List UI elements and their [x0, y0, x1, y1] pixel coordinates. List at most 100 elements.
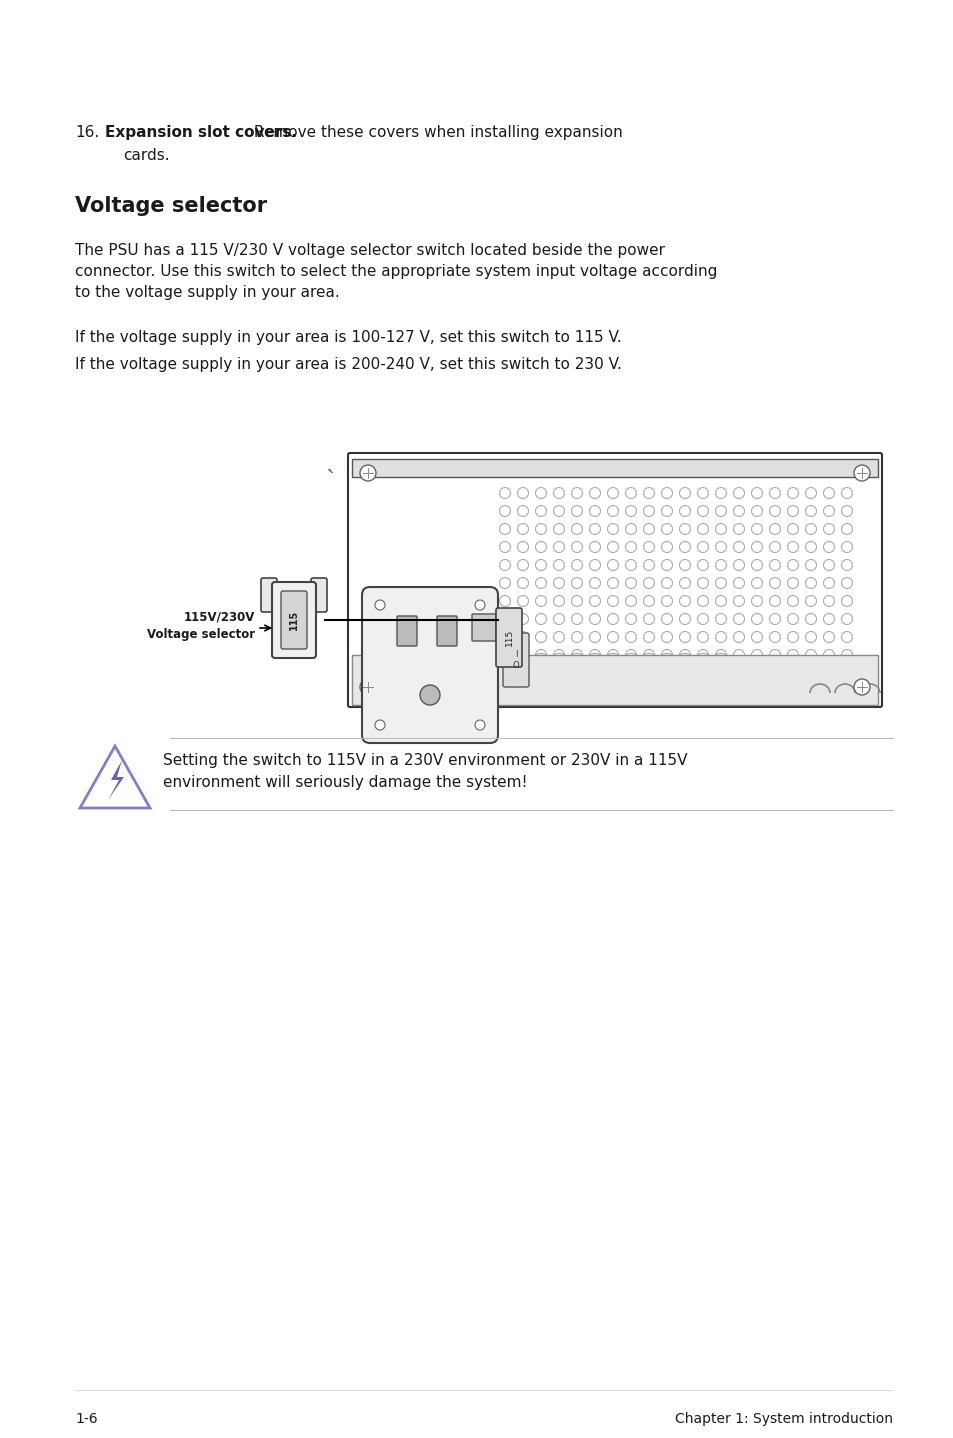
Circle shape: [733, 578, 743, 588]
Circle shape: [733, 614, 743, 624]
Circle shape: [553, 595, 564, 607]
Circle shape: [553, 559, 564, 571]
Text: I
O: I O: [512, 650, 518, 670]
Circle shape: [786, 578, 798, 588]
Circle shape: [589, 559, 599, 571]
Circle shape: [517, 506, 528, 516]
Circle shape: [625, 559, 636, 571]
Circle shape: [517, 614, 528, 624]
Circle shape: [769, 631, 780, 643]
Circle shape: [822, 631, 834, 643]
Circle shape: [786, 650, 798, 660]
Circle shape: [660, 578, 672, 588]
Text: `: `: [325, 470, 335, 490]
Circle shape: [625, 578, 636, 588]
Circle shape: [589, 595, 599, 607]
FancyBboxPatch shape: [502, 633, 529, 687]
Circle shape: [804, 595, 816, 607]
FancyBboxPatch shape: [496, 608, 521, 667]
Circle shape: [571, 542, 582, 552]
Circle shape: [822, 559, 834, 571]
Circle shape: [643, 650, 654, 660]
Circle shape: [375, 720, 385, 731]
Circle shape: [786, 542, 798, 552]
FancyBboxPatch shape: [472, 614, 496, 641]
Circle shape: [589, 506, 599, 516]
FancyBboxPatch shape: [261, 578, 276, 613]
Circle shape: [475, 720, 484, 731]
Circle shape: [853, 679, 869, 695]
Circle shape: [535, 578, 546, 588]
Ellipse shape: [569, 653, 583, 660]
FancyBboxPatch shape: [348, 453, 882, 707]
Circle shape: [804, 542, 816, 552]
Circle shape: [499, 559, 510, 571]
Circle shape: [679, 614, 690, 624]
Text: 16.: 16.: [75, 125, 99, 139]
Text: If the voltage supply in your area is 100-127 V, set this switch to 115 V.: If the voltage supply in your area is 10…: [75, 329, 621, 345]
FancyBboxPatch shape: [396, 615, 416, 646]
Circle shape: [786, 523, 798, 535]
Circle shape: [822, 595, 834, 607]
Circle shape: [517, 487, 528, 499]
Ellipse shape: [659, 653, 673, 660]
Circle shape: [786, 559, 798, 571]
Circle shape: [804, 559, 816, 571]
Circle shape: [625, 506, 636, 516]
Circle shape: [571, 614, 582, 624]
Circle shape: [607, 595, 618, 607]
Circle shape: [475, 600, 484, 610]
Circle shape: [535, 631, 546, 643]
Text: The PSU has a 115 V/230 V voltage selector switch located beside the power: The PSU has a 115 V/230 V voltage select…: [75, 243, 664, 257]
Circle shape: [535, 506, 546, 516]
Ellipse shape: [623, 653, 638, 660]
Circle shape: [571, 523, 582, 535]
Circle shape: [571, 650, 582, 660]
Circle shape: [625, 614, 636, 624]
Text: Voltage selector: Voltage selector: [75, 196, 267, 216]
Circle shape: [751, 631, 761, 643]
Circle shape: [625, 650, 636, 660]
Circle shape: [625, 595, 636, 607]
Circle shape: [679, 650, 690, 660]
Circle shape: [571, 487, 582, 499]
Circle shape: [841, 578, 852, 588]
Circle shape: [660, 506, 672, 516]
Circle shape: [715, 487, 726, 499]
Circle shape: [571, 595, 582, 607]
Circle shape: [535, 614, 546, 624]
Circle shape: [786, 487, 798, 499]
Circle shape: [715, 614, 726, 624]
Circle shape: [733, 631, 743, 643]
Circle shape: [715, 559, 726, 571]
Circle shape: [804, 614, 816, 624]
Text: 115: 115: [289, 610, 298, 630]
Circle shape: [499, 631, 510, 643]
Circle shape: [499, 595, 510, 607]
Circle shape: [697, 487, 708, 499]
Ellipse shape: [641, 653, 656, 660]
Circle shape: [841, 650, 852, 660]
Circle shape: [589, 650, 599, 660]
Circle shape: [822, 578, 834, 588]
Circle shape: [553, 523, 564, 535]
Circle shape: [697, 523, 708, 535]
Circle shape: [751, 523, 761, 535]
Circle shape: [733, 559, 743, 571]
Circle shape: [660, 631, 672, 643]
Circle shape: [751, 559, 761, 571]
FancyBboxPatch shape: [272, 582, 315, 659]
Circle shape: [804, 650, 816, 660]
Circle shape: [697, 578, 708, 588]
Circle shape: [751, 614, 761, 624]
Circle shape: [625, 542, 636, 552]
Circle shape: [419, 684, 439, 705]
Circle shape: [517, 559, 528, 571]
Circle shape: [697, 506, 708, 516]
Circle shape: [733, 487, 743, 499]
Circle shape: [607, 559, 618, 571]
Circle shape: [517, 650, 528, 660]
Circle shape: [660, 614, 672, 624]
Circle shape: [769, 559, 780, 571]
Text: 115: 115: [504, 628, 513, 646]
